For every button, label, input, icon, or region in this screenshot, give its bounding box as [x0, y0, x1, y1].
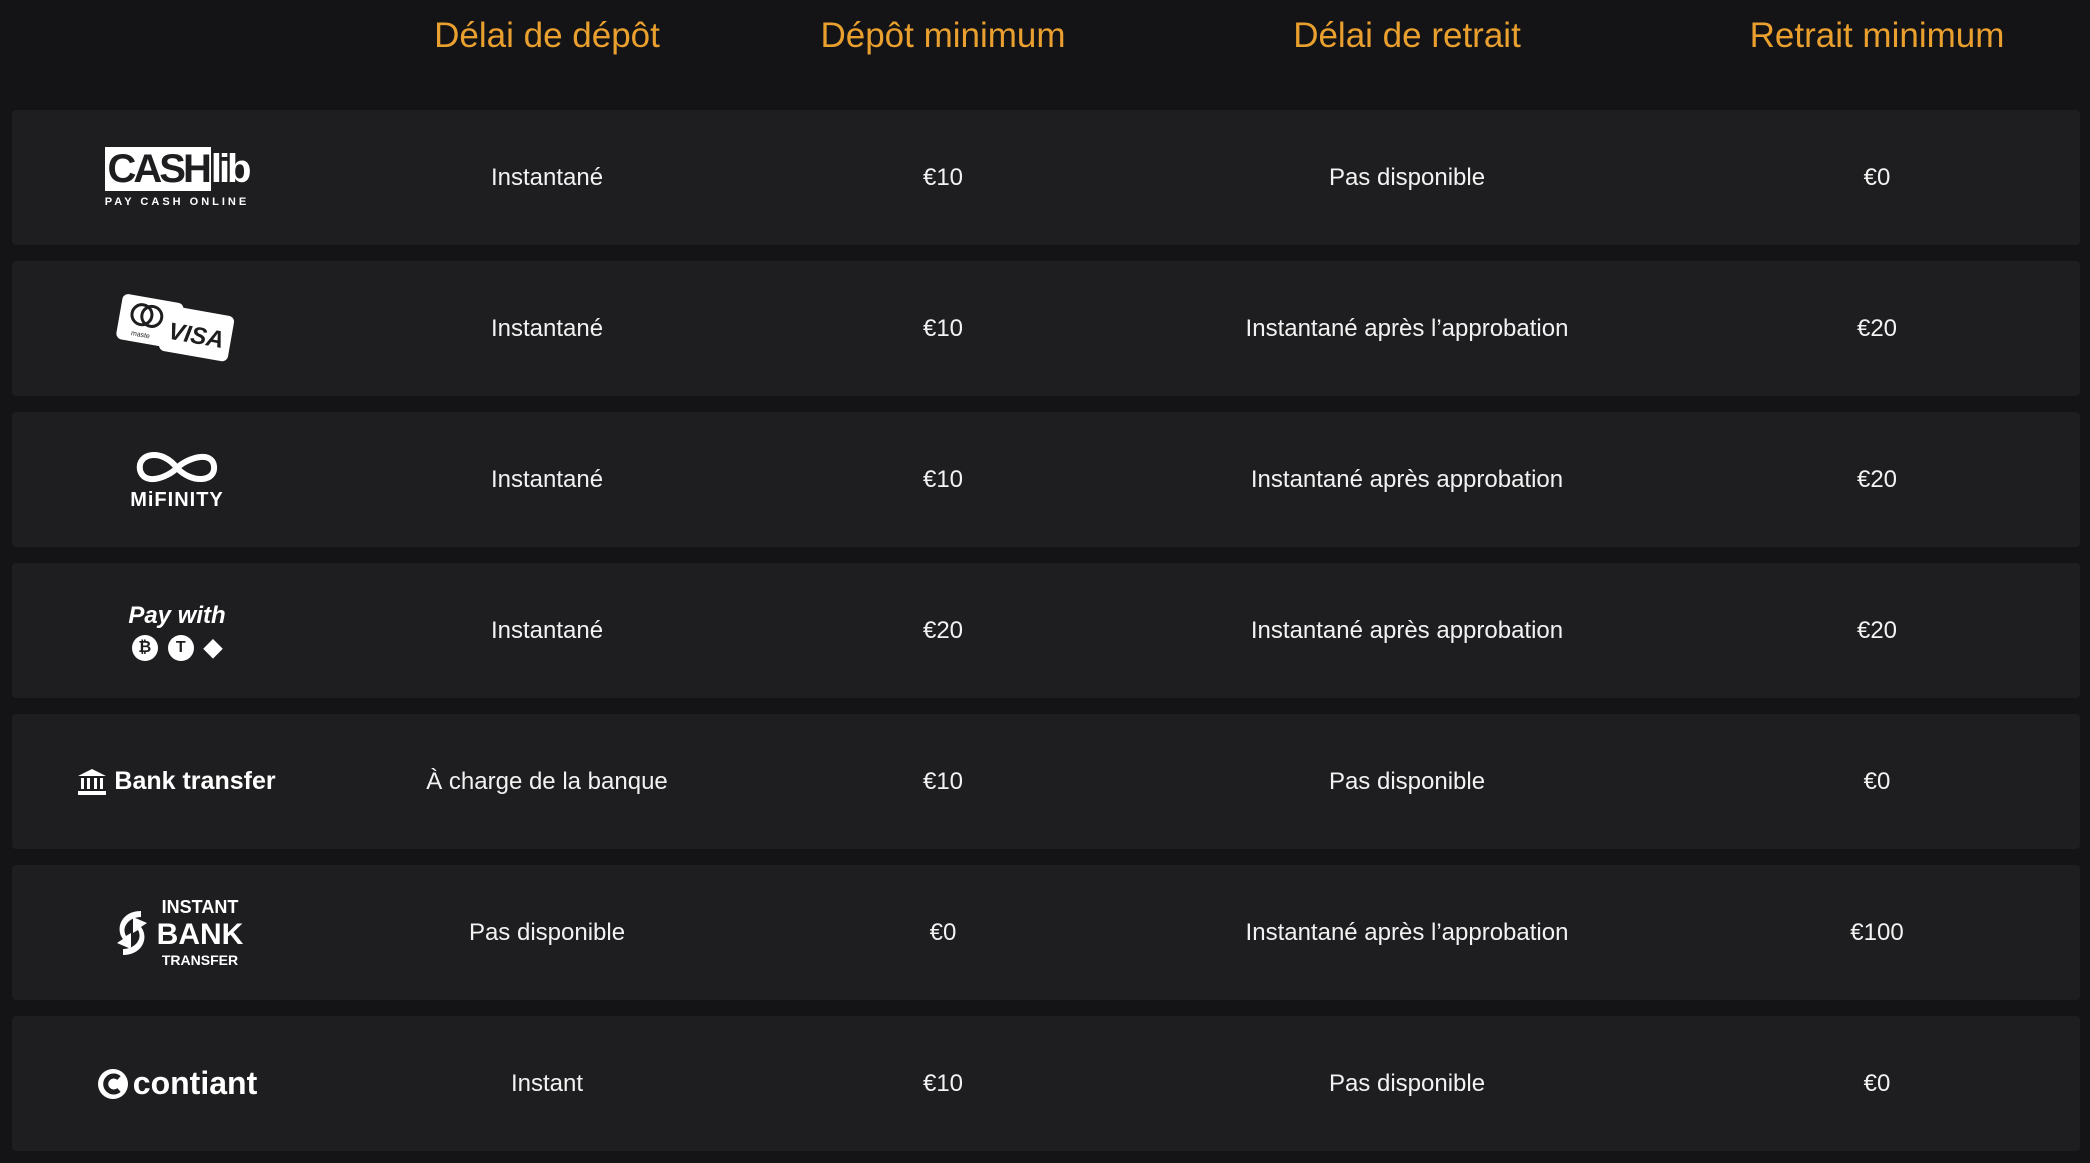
tether-icon: T [167, 634, 194, 661]
instant-bank-transfer-logo: INSTANT BANK TRANSFER [111, 896, 244, 969]
withdraw-time: Instantané après approbation [1250, 465, 1564, 493]
pay-with-label: Pay with [128, 601, 226, 629]
withdraw-time: Instantané après l’approbation [1245, 918, 1569, 946]
deposit-time: Instantané [490, 465, 604, 493]
withdraw-time: Pas disponible [1328, 767, 1486, 795]
infinity-icon [136, 451, 217, 482]
payment-logo: Bank transfer [27, 714, 327, 849]
withdraw-min: €20 [1856, 314, 1898, 342]
withdraw-time: Instantané après approbation [1250, 616, 1564, 644]
deposit-min: €10 [922, 163, 964, 191]
withdraw-time: Instantané après l’approbation [1245, 314, 1569, 342]
mastercard-label: maste [130, 330, 150, 340]
table-row: contiant Instant €10 Pas disponible €0 [12, 1016, 2080, 1151]
header-deposit-time: Délai de dépôt [434, 16, 660, 55]
withdraw-min: €100 [1850, 918, 1904, 946]
withdraw-time: Pas disponible [1328, 1069, 1486, 1097]
mifinity-logo: MiFINITY [130, 448, 224, 512]
withdraw-min: €20 [1856, 616, 1898, 644]
cashlib-boxed: CASH [105, 147, 212, 191]
deposit-time: Instantané [490, 314, 604, 342]
ibt-line-2: BANK [156, 917, 244, 951]
withdraw-time: Pas disponible [1328, 163, 1486, 191]
deposit-time: Instant [510, 1069, 584, 1097]
withdraw-min: €20 [1856, 465, 1898, 493]
crypto-logo: Pay with ₿ T ◆ [128, 601, 226, 661]
table-row: CASHlib PAY CASH ONLINE Instantané €10 Pa… [12, 110, 2080, 245]
table-row: maste VISA Instantané €10 Instantané aprè… [12, 261, 2080, 396]
deposit-min: €0 [929, 918, 957, 946]
withdraw-min: €0 [1863, 163, 1891, 191]
table-row: Pay with ₿ T ◆ Instantané €20 Instantané ap… [12, 563, 2080, 698]
deposit-time: À charge de la banque [426, 767, 668, 795]
contiant-logo: contiant [97, 1065, 257, 1102]
payment-logo: CASHlib PAY CASH ONLINE [27, 110, 327, 245]
bank-icon [78, 768, 107, 795]
table-row: INSTANT BANK TRANSFER Pas disponible €0 In… [12, 865, 2080, 1000]
bank-transfer-label: Bank transfer [114, 767, 276, 795]
cashlib-logo: CASHlib PAY CASH ONLINE [104, 146, 252, 209]
cashlib-tagline: PAY CASH ONLINE [104, 196, 250, 208]
deposit-min: €10 [922, 465, 964, 493]
ethereum-icon: ◆ [203, 633, 223, 661]
table-row: MiFINITY Instantané €10 Instantané après… [12, 412, 2080, 547]
mifinity-label: MiFINITY [130, 488, 224, 511]
payment-logo: maste VISA [27, 261, 327, 396]
payment-logo: INSTANT BANK TRANSFER [27, 865, 327, 1000]
ibt-line-1: INSTANT [161, 896, 239, 917]
bank-transfer-logo: Bank transfer [78, 767, 276, 796]
header-withdraw-min: Retrait minimum [1749, 16, 2005, 55]
payment-logo: MiFINITY [27, 412, 327, 547]
contiant-label: contiant [132, 1065, 258, 1101]
contiant-mark-icon [97, 1068, 128, 1099]
withdraw-min: €0 [1863, 1069, 1891, 1097]
deposit-time: Pas disponible [468, 918, 626, 946]
payment-logo: contiant [27, 1016, 327, 1151]
header-withdraw-time: Délai de retrait [1293, 16, 1521, 55]
payment-logo: Pay with ₿ T ◆ [27, 563, 327, 698]
deposit-min: €10 [922, 767, 964, 795]
bitcoin-icon: ₿ [131, 634, 158, 661]
cashlib-rest: lib [210, 147, 252, 191]
table-row: Bank transfer À charge de la banque €10 … [12, 714, 2080, 849]
withdraw-min: €0 [1863, 767, 1891, 795]
mastercard-visa-logo: maste VISA [116, 293, 235, 361]
deposit-min: €10 [922, 1069, 964, 1097]
deposit-min: €10 [922, 314, 964, 342]
deposit-min: €20 [922, 616, 964, 644]
ibt-line-3: TRANSFER [161, 952, 239, 969]
deposit-time: Instantané [490, 163, 604, 191]
deposit-time: Instantané [490, 616, 604, 644]
refresh-arrows-icon [116, 910, 147, 955]
header-deposit-min: Dépôt minimum [820, 16, 1066, 55]
table-header: Délai de dépôt Dépôt minimum Délai de re… [0, 0, 2090, 110]
